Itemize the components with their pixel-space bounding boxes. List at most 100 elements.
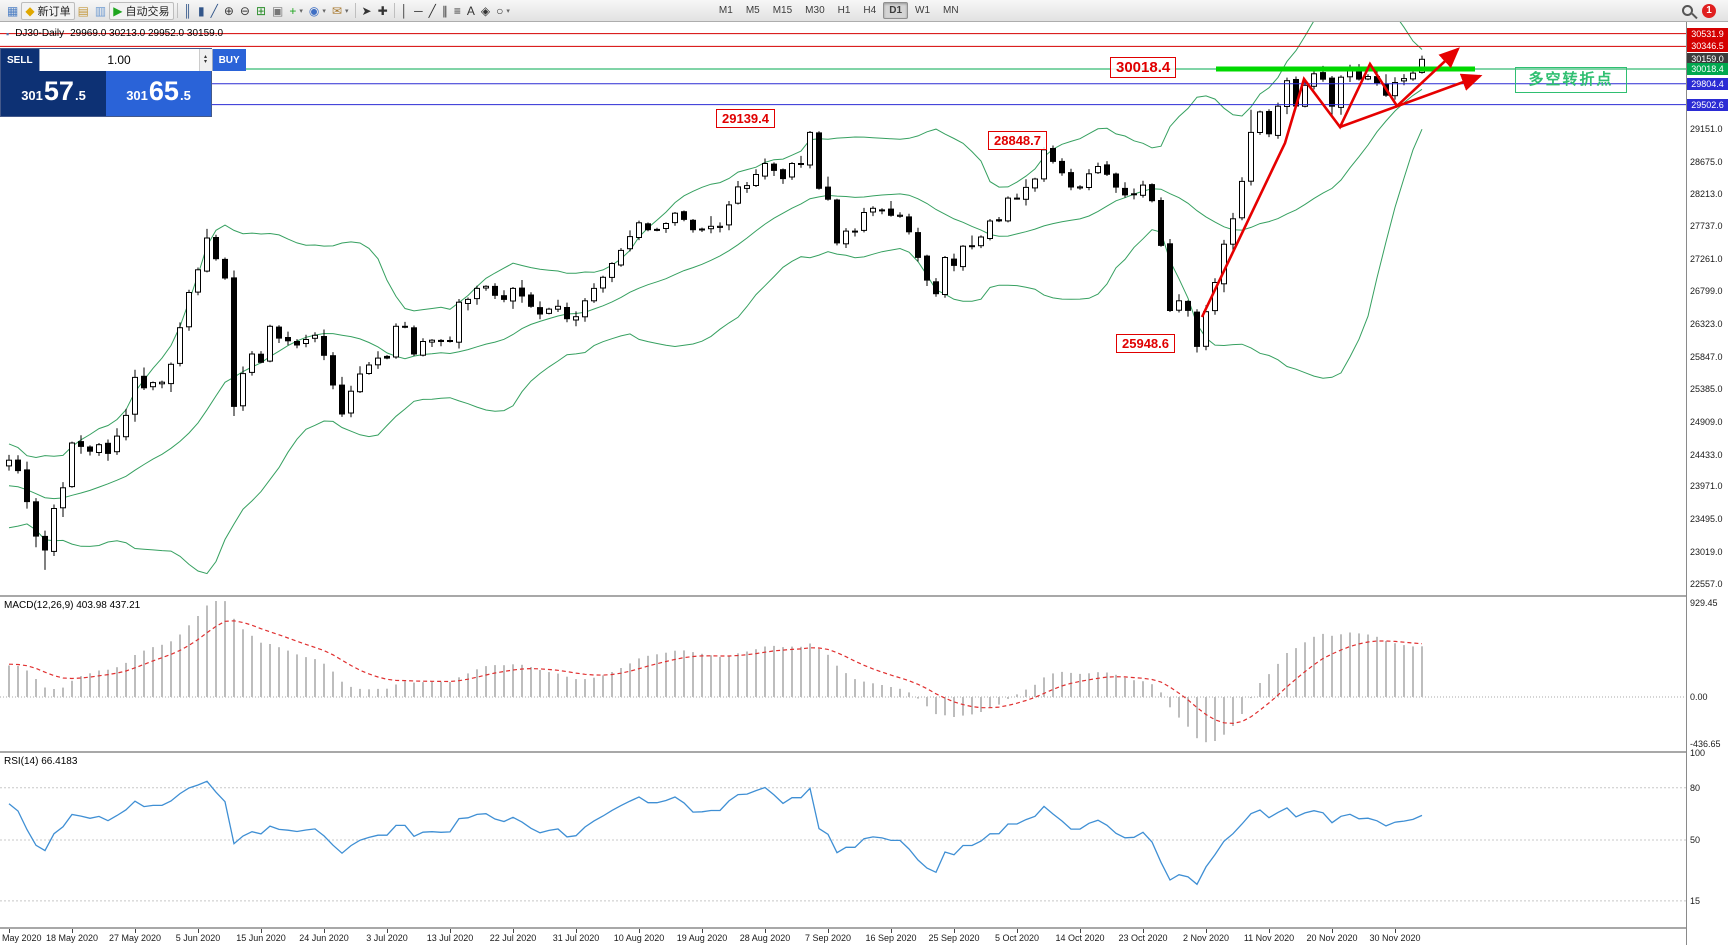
panel-splitter[interactable] xyxy=(0,595,1728,597)
trendline-button[interactable]: ╱ xyxy=(426,2,439,20)
candlestick-chart-icon: ▮ xyxy=(198,3,205,18)
macd-canvas[interactable] xyxy=(0,597,1686,751)
macd-panel[interactable]: MACD(12,26,9) 403.98 437.21 xyxy=(0,597,1686,751)
equidistant-channel-button[interactable]: ∥ xyxy=(439,2,451,20)
sell-price-suffix: .5 xyxy=(74,88,86,103)
main-chart-panel[interactable]: ▪ DJ30-Daily 29969.0 30213.0 29952.0 301… xyxy=(0,22,1686,595)
text-button[interactable]: A xyxy=(464,2,478,20)
date-tick xyxy=(1017,929,1018,933)
cursor-icon: ➤ xyxy=(361,3,372,18)
timeframe-d1-button[interactable]: D1 xyxy=(883,2,909,19)
indicators-button-dropdown[interactable]: ▾ xyxy=(299,7,303,15)
tile-windows-button[interactable]: ⊞ xyxy=(253,2,269,20)
new-order-button-label: 新订单 xyxy=(37,5,71,18)
templates-button[interactable]: ✉ ▾ xyxy=(329,2,352,20)
fibonacci-icon: ≡ xyxy=(453,3,461,18)
volume-up-button[interactable]: ▴ xyxy=(204,54,208,60)
scale-label: 23971.0 xyxy=(1690,481,1723,491)
scale-label: 23495.0 xyxy=(1690,514,1723,524)
arrange-windows-icon: ▣ xyxy=(272,3,284,18)
timeframe-m30-button[interactable]: M30 xyxy=(805,5,825,16)
date-label: 2 Nov 2020 xyxy=(1182,933,1230,943)
shapes-icon: ○ xyxy=(496,3,504,18)
timeframe-h4-button[interactable]: H4 xyxy=(863,5,877,16)
line-chart-icon: ╱ xyxy=(210,3,218,18)
zoom-out-icon: ⊖ xyxy=(239,3,250,18)
chart-profiles-button[interactable]: ▤ xyxy=(75,2,92,20)
timeframe-w1-button[interactable]: W1 xyxy=(915,5,931,16)
volume-stepper: ▴ ▾ xyxy=(198,49,212,71)
panel-splitter[interactable] xyxy=(0,927,1728,929)
price-scale[interactable]: 29151.0 28675.0 28213.0 27737.0 27261.0 26799… xyxy=(1686,22,1728,945)
zoom-in-button[interactable]: ⊕ xyxy=(221,2,237,20)
rsi-label: RSI(14) 66.4183 xyxy=(4,756,78,767)
scale-label: 28213.0 xyxy=(1690,189,1723,199)
search-icon[interactable] xyxy=(1682,5,1693,16)
rsi-panel[interactable]: RSI(14) 66.4183 xyxy=(0,753,1686,927)
sell-price-big: 57 xyxy=(43,76,74,106)
timeframe-m1-button[interactable]: M1 xyxy=(718,5,733,16)
timeframe-m15-button[interactable]: M15 xyxy=(772,5,793,16)
vertical-line-button[interactable]: │ xyxy=(398,2,412,20)
timeframe-mn-button[interactable]: MN xyxy=(943,5,959,16)
date-label: 19 Aug 2020 xyxy=(676,933,728,943)
autotrade-button[interactable]: ▶ 自动交易 xyxy=(109,1,174,20)
new-chart-button[interactable]: ▦ xyxy=(4,2,21,20)
date-tick xyxy=(702,929,703,933)
label-button[interactable]: ◈ xyxy=(478,2,493,20)
buy-button[interactable]: BUY xyxy=(212,49,246,71)
shapes-button[interactable]: ○ ▾ xyxy=(493,2,513,20)
price-callout: 29139.4 xyxy=(716,109,775,128)
candlestick-chart-button[interactable]: ▮ xyxy=(195,2,208,20)
main-chart-canvas[interactable] xyxy=(0,22,1686,595)
volume-down-button[interactable]: ▾ xyxy=(204,59,208,65)
line-chart-button[interactable]: ╱ xyxy=(208,2,221,20)
templates-button-dropdown[interactable]: ▾ xyxy=(344,7,349,15)
chart-window-icon: ▪ xyxy=(6,28,10,39)
toolbar-separator xyxy=(393,3,395,18)
scale-label: 26323.0 xyxy=(1690,319,1723,329)
price-line-label: 30346.5 xyxy=(1687,40,1728,52)
scale-label: 15 xyxy=(1690,896,1701,906)
price-line-label: 30018.4 xyxy=(1687,63,1728,75)
zoom-in-icon: ⊕ xyxy=(223,3,234,18)
periods-button-dropdown[interactable]: ▾ xyxy=(322,7,326,15)
chart-title: ▪ DJ30-Daily 29969.0 30213.0 29952.0 301… xyxy=(6,28,223,39)
cursor-button[interactable]: ➤ xyxy=(359,2,375,20)
timeframe-m5-button[interactable]: M5 xyxy=(745,5,760,16)
new-order-button[interactable]: ◆ 新订单 xyxy=(21,1,75,20)
indicators-button[interactable]: + ▾ xyxy=(286,2,306,20)
date-axis[interactable]: May 2020 18 May 2020 27 May 2020 5 Jun 2020… xyxy=(0,929,1686,945)
crosshair-button[interactable]: ✚ xyxy=(375,2,391,20)
market-watch-button[interactable]: ▥ xyxy=(92,2,109,20)
panel-splitter[interactable] xyxy=(0,751,1728,753)
date-label: 22 Jul 2020 xyxy=(489,933,537,943)
timeframe-h1-button[interactable]: H1 xyxy=(837,5,851,16)
volume-input[interactable] xyxy=(39,49,199,71)
date-label: 25 Sep 2020 xyxy=(928,933,980,943)
date-label: 27 May 2020 xyxy=(108,933,162,943)
bar-chart-button[interactable]: ║ xyxy=(181,2,196,20)
shapes-button-dropdown[interactable]: ▾ xyxy=(506,7,510,15)
fibonacci-button[interactable]: ≡ xyxy=(451,2,464,20)
notification-badge[interactable]: 1 xyxy=(1702,3,1716,18)
periods-button[interactable]: ◉ ▾ xyxy=(306,2,329,20)
zoom-out-button[interactable]: ⊖ xyxy=(237,2,253,20)
date-label: 23 Oct 2020 xyxy=(1118,933,1168,943)
buy-price[interactable]: 301 65.5 xyxy=(106,71,211,116)
sell-button[interactable]: SELL xyxy=(1,49,39,71)
main-toolbar: ▦ ◆ 新订单 ▤ ▥ ▶ 自动交易 ║ ▮ ╱ ⊕ ⊖ ⊞ ▣ + ▾ ◉ ▾ ✉ ▾ ➤ ✚ │ ─ ╱ ∥ ≡ A ◈ ○ ▾ M1 M… xyxy=(0,0,1728,22)
date-tick xyxy=(639,929,640,933)
sell-price[interactable]: 301 57.5 xyxy=(1,71,106,116)
chart-symbol-period: DJ30-Daily xyxy=(15,28,65,39)
horizontal-line-button[interactable]: ─ xyxy=(411,2,426,20)
date-tick xyxy=(9,929,10,933)
rsi-canvas[interactable] xyxy=(0,753,1686,927)
date-tick xyxy=(1143,929,1144,933)
new-chart-icon: ▦ xyxy=(7,3,19,18)
arrange-windows-button[interactable]: ▣ xyxy=(269,2,286,20)
date-label: 5 Oct 2020 xyxy=(994,933,1040,943)
date-tick xyxy=(954,929,955,933)
date-tick xyxy=(387,929,388,933)
